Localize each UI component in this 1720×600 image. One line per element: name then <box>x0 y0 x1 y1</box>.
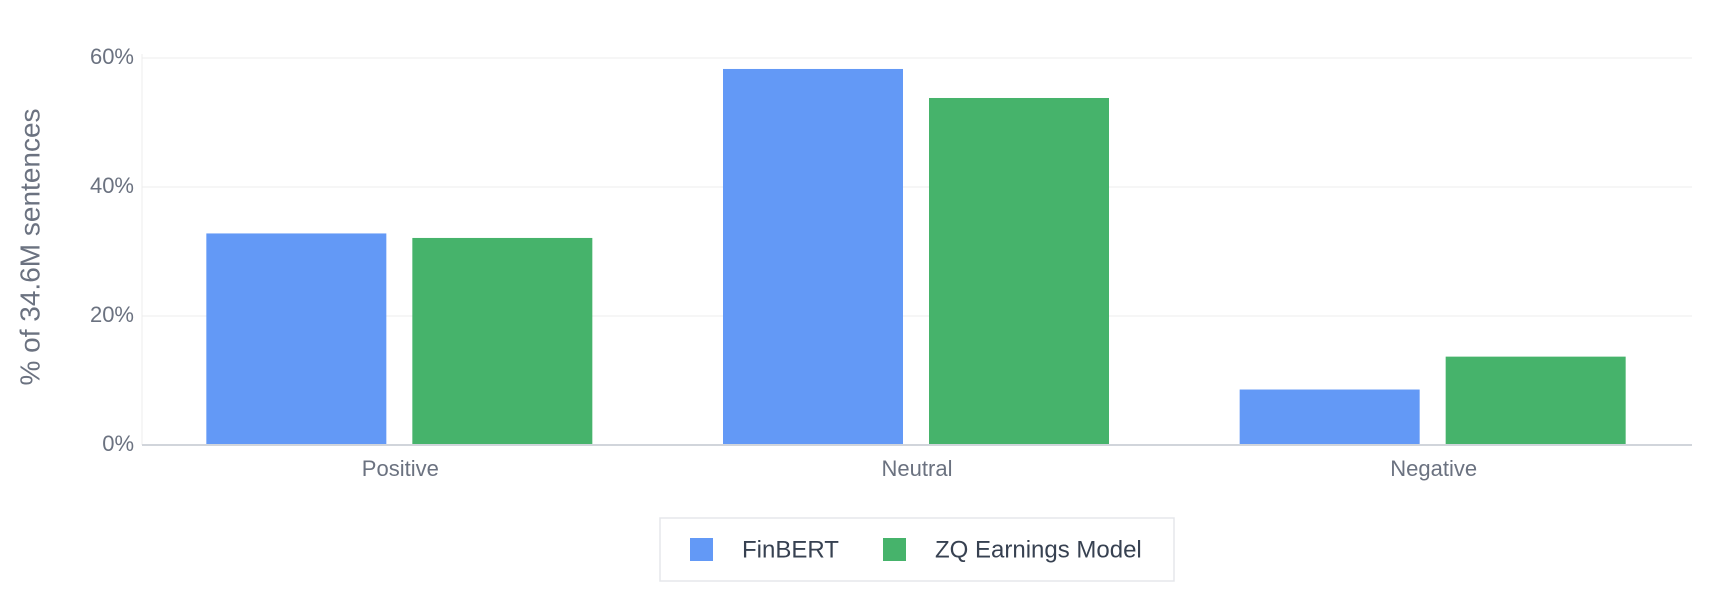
legend-swatch <box>690 538 713 561</box>
bar <box>929 97 1109 446</box>
y-tick-label: 0% <box>102 431 134 456</box>
y-tick-label: 60% <box>90 44 134 69</box>
legend-label: FinBERT <box>742 536 839 563</box>
bar <box>206 233 387 445</box>
y-tick-label: 40% <box>90 173 134 198</box>
legend-box <box>659 517 1175 582</box>
legend-label: ZQ Earnings Model <box>935 536 1142 563</box>
bar <box>723 68 903 445</box>
x-tick-label: Positive <box>362 456 439 481</box>
legend: FinBERT ZQ Earnings Model <box>659 517 1175 582</box>
bar <box>1445 356 1626 445</box>
legend-swatch <box>883 538 906 561</box>
y-tick-label: 20% <box>90 302 134 327</box>
x-tick-label: Negative <box>1390 456 1477 481</box>
bar <box>412 237 593 445</box>
bar <box>1239 389 1420 445</box>
y-axis-title: % of 34.6M sentences <box>14 108 45 385</box>
x-tick-label: Neutral <box>882 456 953 481</box>
